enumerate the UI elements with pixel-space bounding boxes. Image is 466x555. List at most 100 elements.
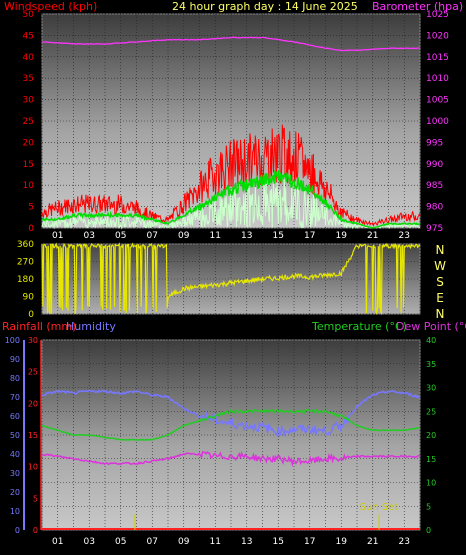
direction-tick-label: 0: [28, 310, 34, 320]
hour-tick-label: 05: [115, 537, 126, 547]
temperature-series-group: [41, 389, 421, 530]
temperature-tick-labels: 0 5 10 15 20 25 30 35 40: [426, 336, 436, 535]
hour-tick-label: 13: [241, 231, 252, 241]
hour-tick-label: 19: [336, 231, 348, 241]
direction-tick-label: 90: [23, 293, 35, 303]
temperature-tick-label: 35: [426, 360, 436, 369]
humidity-tick-label: 70: [10, 393, 20, 402]
hour-tick-label: 13: [241, 537, 252, 547]
temp-hour-tick-labels: 01 03 05 07 09 11 13 15 17 19 21 23: [52, 537, 410, 547]
rainfall-tick-labels: 0 5 10 15 20 25 30: [28, 336, 42, 535]
temperature-tick-label: 25: [426, 407, 436, 416]
barometer-tick-label: 975: [426, 224, 443, 234]
barometer-tick-label: 1015: [426, 53, 449, 63]
rainfall-tick-label: 15: [28, 431, 38, 440]
hour-tick-label: 15: [273, 231, 284, 241]
hour-tick-label: 05: [115, 231, 126, 241]
wind-series-group: [41, 36, 421, 230]
hour-tick-label: 15: [273, 537, 284, 547]
barometer-tick-label: 1005: [426, 96, 449, 106]
compass-label: E: [436, 291, 444, 305]
windspeed-tick-label: 5: [28, 203, 34, 213]
windspeed-tick-label: 10: [23, 181, 35, 191]
direction-series-group: [41, 242, 421, 316]
hour-tick-label: 11: [210, 231, 221, 241]
windspeed-tick-label: 0: [28, 224, 34, 234]
rainfall-tick-label: 10: [28, 463, 38, 472]
hour-tick-label: 07: [147, 537, 158, 547]
windspeed-tick-label: 30: [23, 96, 35, 106]
hour-tick-label: 09: [178, 231, 190, 241]
temperature-tick-label: 5: [426, 502, 431, 511]
temperature-tick-label: 15: [426, 455, 436, 464]
barometer-series-line: [41, 36, 421, 52]
direction-tick-labels: 0 90 180 270 360: [17, 240, 34, 320]
humidity-tick-label: 0: [15, 526, 20, 535]
temperature-tick-label: 30: [426, 384, 436, 393]
humidity-tick-label: 60: [10, 412, 20, 421]
windspeed-tick-label: 35: [23, 74, 34, 84]
graph-title: 24 hour graph day : 14 June 2025: [172, 0, 358, 13]
windspeed-tick-label: 20: [23, 138, 35, 148]
humidity-tick-label: 10: [10, 507, 20, 516]
barometer-tick-label: 1000: [426, 117, 449, 127]
hour-tick-label: 03: [84, 537, 95, 547]
direction-tick-label: 180: [17, 275, 34, 285]
hour-tick-label: 23: [399, 537, 410, 547]
humidity-tick-label: 80: [10, 374, 20, 383]
wind-direction-series-line: [41, 242, 421, 316]
rainfall-tick-label: 20: [28, 399, 38, 408]
hour-tick-label: 01: [52, 537, 63, 547]
humidity-tick-label: 100: [5, 336, 20, 345]
compass-label: N: [436, 243, 445, 257]
temperature-tick-label: 0: [426, 526, 431, 535]
sunset-annotation: Sun Set: [360, 502, 399, 513]
compass-label: W: [434, 259, 446, 273]
humidity-axis-title: Humidity: [66, 320, 116, 333]
windspeed-avg-series-line: [41, 170, 421, 229]
hour-tick-label: 09: [178, 537, 190, 547]
rainfall-axis-title: Rainfall (mm): [2, 320, 76, 333]
hour-tick-label: 03: [84, 231, 95, 241]
temperature-tick-label: 40: [426, 336, 436, 345]
hour-tick-label: 07: [147, 231, 158, 241]
barometer-tick-label: 990: [426, 160, 443, 170]
rainfall-tick-label: 30: [28, 336, 38, 345]
dewpoint-axis-title: Dew Point (°C): [396, 320, 466, 333]
humidity-tick-label: 40: [10, 450, 20, 459]
hour-tick-label: 21: [367, 537, 378, 547]
hour-tick-label: 23: [399, 231, 410, 241]
direction-tick-label: 360: [17, 240, 34, 250]
barometer-tick-label: 1020: [426, 31, 449, 41]
hour-tick-label: 11: [210, 537, 221, 547]
barometer-tick-label: 1010: [426, 74, 449, 84]
barometer-tick-label: 1025: [426, 10, 449, 20]
barometer-tick-labels: 975 980 985 990 995 1000 1005 1010 1015 1020 1025: [426, 10, 449, 234]
compass-label: S: [436, 275, 444, 289]
temperature-tick-label: 10: [426, 479, 436, 488]
humidity-tick-labels: 0 10 20 30 40 50 60 70 80 90 100: [5, 336, 25, 535]
hour-tick-label: 17: [304, 231, 315, 241]
barometer-tick-label: 980: [426, 203, 443, 213]
windspeed-tick-label: 25: [23, 117, 34, 127]
temperature-series-line: [41, 408, 420, 441]
windspeed-tick-labels: 0 5 10 15 20 25 30 35 40 45 50: [23, 10, 35, 234]
temperature-axis-title: Temperature (°C): [311, 320, 407, 333]
barometer-axis-title: Barometer (hpa): [372, 0, 463, 13]
barometer-tick-label: 985: [426, 181, 443, 191]
humidity-series-line: [41, 389, 421, 438]
humidity-tick-label: 90: [10, 355, 20, 364]
hour-tick-label: 19: [336, 537, 348, 547]
dewpoint-series-line: [41, 450, 421, 468]
direction-tick-label: 270: [17, 258, 34, 268]
hour-tick-label: 01: [52, 231, 63, 241]
humidity-tick-label: 20: [10, 488, 20, 497]
temperature-tick-label: 20: [426, 431, 436, 440]
compass-label: N: [436, 307, 445, 321]
windspeed-tick-label: 45: [23, 31, 34, 41]
rainfall-tick-label: 0: [33, 526, 38, 535]
rainfall-tick-label: 5: [33, 494, 38, 503]
humidity-tick-label: 50: [10, 431, 20, 440]
windspeed-light-series-line: [41, 179, 421, 230]
